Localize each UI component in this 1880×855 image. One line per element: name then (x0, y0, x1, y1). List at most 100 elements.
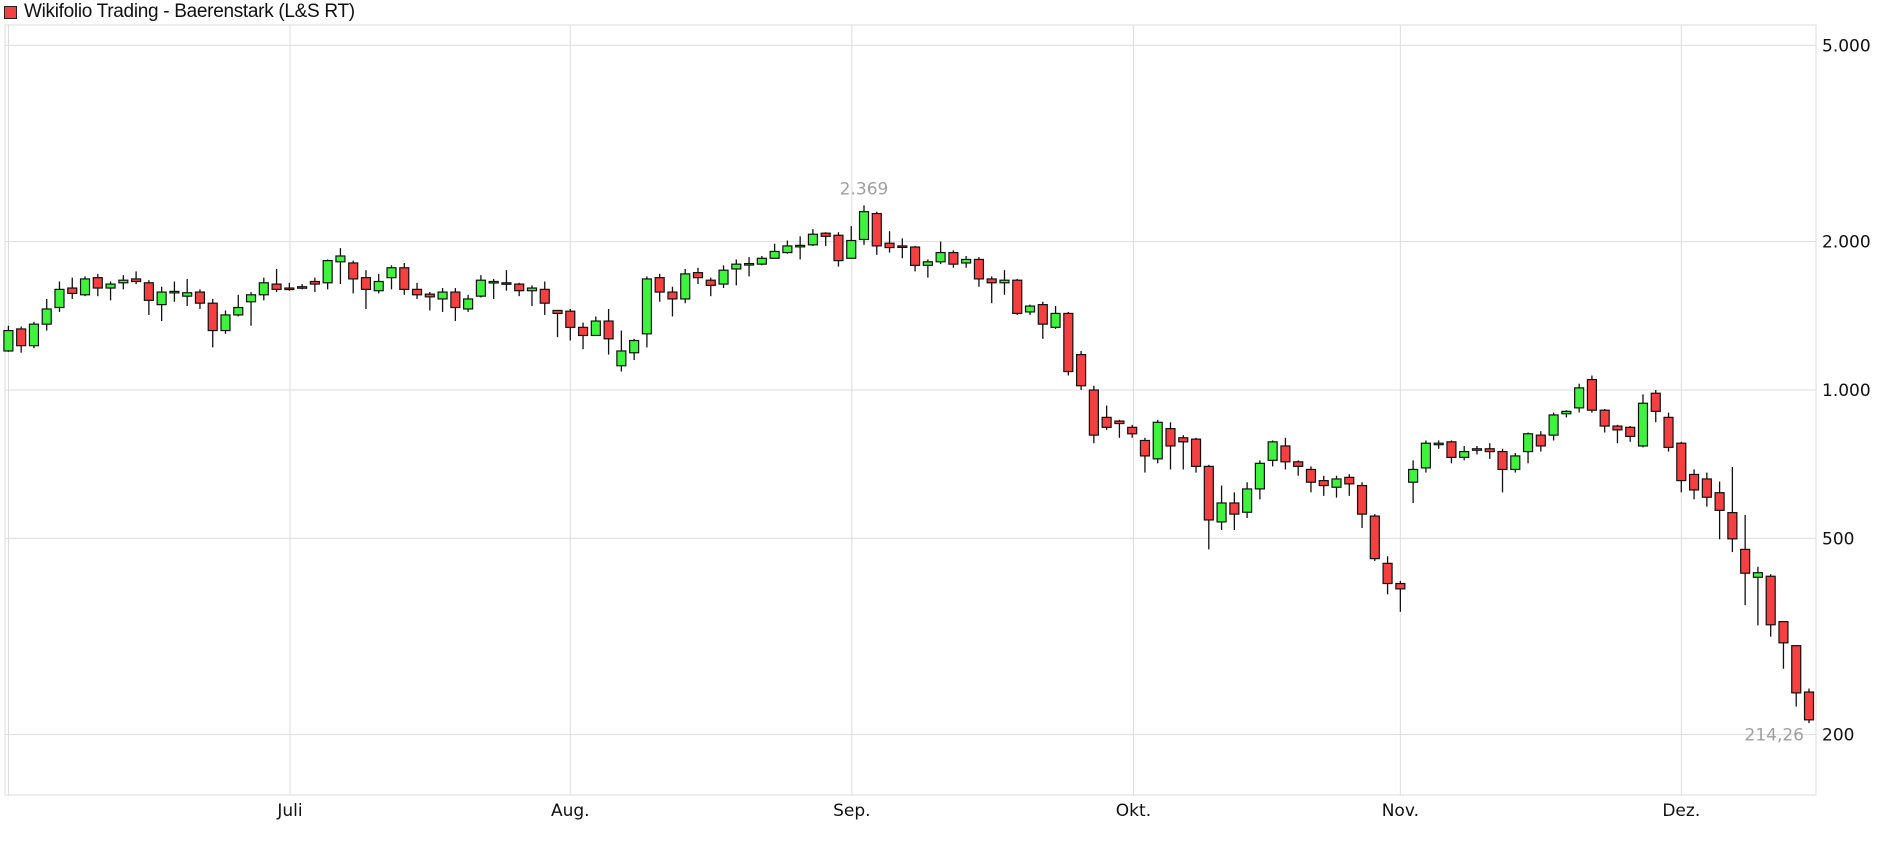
candle (220, 310, 231, 334)
candle-body (399, 267, 410, 290)
candle-body (820, 232, 831, 237)
candle-body (1037, 304, 1048, 325)
candle-body (565, 310, 576, 328)
candle (1178, 435, 1189, 470)
x-tick-label: Dez. (1662, 801, 1700, 821)
y-tick-label: 500 (1822, 529, 1854, 549)
candle-body (641, 278, 653, 335)
candle-body (54, 288, 65, 309)
candle (1484, 443, 1495, 459)
candle-body (795, 244, 806, 248)
candle (245, 292, 257, 326)
candle-body (1740, 548, 1751, 574)
candle (986, 276, 997, 304)
candle-body (284, 287, 295, 291)
candle (820, 232, 831, 246)
candle (463, 294, 474, 312)
candle (1803, 688, 1815, 724)
x-tick-label: Okt. (1116, 801, 1151, 821)
x-tick-label: Sep. (833, 801, 870, 821)
candle (1318, 475, 1329, 496)
candle-body (1676, 442, 1687, 482)
candle-body (1459, 450, 1470, 458)
candle-body (1165, 428, 1176, 447)
candle-body (1293, 461, 1304, 467)
candle (105, 281, 116, 301)
candle (1574, 383, 1585, 413)
candle (1714, 481, 1725, 540)
candle-body (999, 279, 1010, 284)
candle (935, 241, 946, 265)
candle-body (680, 273, 691, 300)
candle (373, 273, 384, 294)
candle-body (603, 320, 614, 340)
candle-body (833, 234, 844, 262)
candle (156, 286, 167, 322)
candle (680, 268, 691, 304)
candle-body (616, 350, 627, 367)
candle-body (539, 288, 550, 304)
candle (1471, 445, 1483, 455)
candle-body (667, 291, 678, 300)
candle-body (67, 287, 78, 295)
candle (1740, 514, 1751, 606)
candle-body (1139, 439, 1151, 457)
candle (1331, 475, 1342, 498)
candle-body (1114, 420, 1125, 425)
candle-body (1229, 502, 1240, 515)
candle (1190, 437, 1202, 473)
candle-body (577, 326, 589, 337)
candle (1420, 440, 1431, 473)
candle-body (437, 291, 448, 300)
candle-body (1318, 479, 1329, 487)
candle-body (1535, 434, 1546, 447)
candle-body (1586, 378, 1598, 411)
candle (514, 282, 525, 297)
candle-body (271, 283, 282, 290)
candle (360, 270, 372, 309)
candle-body (1778, 621, 1789, 644)
candle (795, 236, 806, 260)
candle (67, 277, 78, 299)
candle-body (692, 272, 704, 279)
candle-body (1714, 492, 1725, 511)
y-tick-label: 5.000 (1822, 36, 1871, 56)
candle-body (1510, 455, 1521, 471)
candle-body (590, 320, 601, 337)
legend-swatch-icon (4, 5, 17, 19)
candle-body (488, 280, 499, 284)
candle (1650, 390, 1661, 423)
candle-body (1471, 448, 1483, 451)
candle (1765, 574, 1776, 637)
candle-body (360, 277, 372, 290)
candle-body (1242, 488, 1253, 513)
chart-title: Wikifolio Trading - Baerenstark (L&S RT) (4, 1, 355, 23)
chart-title-text: Wikifolio Trading - Baerenstark (L&S RT) (24, 1, 355, 22)
candle-body (526, 287, 538, 292)
candle (743, 257, 755, 277)
candle (1535, 431, 1546, 452)
candle-body (475, 279, 486, 297)
candle-body (16, 328, 27, 347)
candle (411, 282, 423, 299)
candle-body (973, 258, 985, 280)
candle (1139, 437, 1151, 473)
candle-body (1688, 473, 1700, 491)
candle (1254, 460, 1265, 500)
candle (718, 265, 729, 289)
candle-body (1101, 416, 1112, 428)
candle (782, 240, 793, 254)
candle-body (807, 233, 819, 246)
candle (1459, 445, 1470, 461)
candle-body (1522, 433, 1534, 453)
candle (194, 289, 206, 309)
candle-body (1127, 426, 1138, 435)
candle (182, 278, 193, 307)
candle (705, 277, 716, 297)
candle (539, 281, 550, 315)
candle (1293, 460, 1304, 476)
candle-body (986, 278, 997, 284)
candle-body (348, 262, 359, 280)
candle-body (1765, 575, 1776, 626)
candle (1152, 419, 1163, 464)
